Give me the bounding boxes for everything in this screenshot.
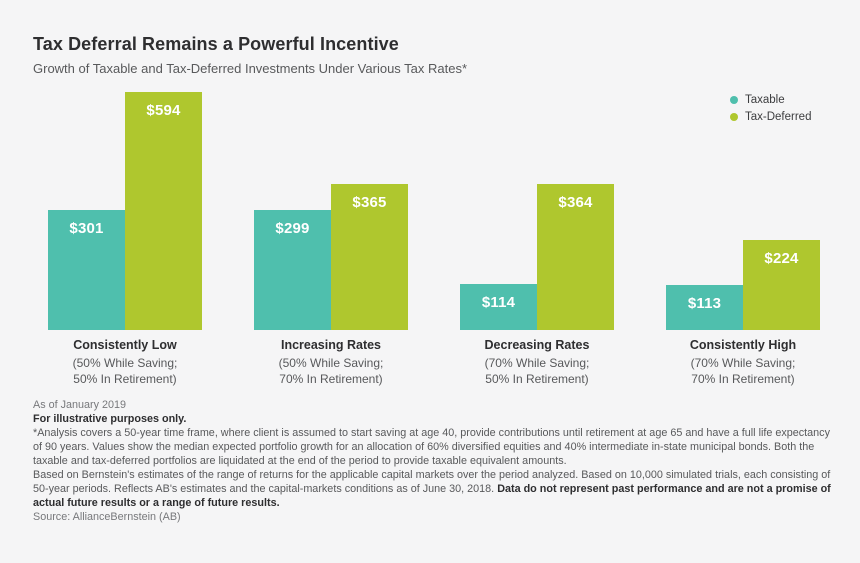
legend-tax-deferred-dot-icon (730, 113, 738, 121)
footnote-illustrative: For illustrative purposes only. (33, 413, 187, 425)
footnote-source: Source: AllianceBernstein (AB) (33, 511, 181, 523)
category-sublabel: 70% In Retirement) (279, 371, 383, 386)
bar-group: $114 $364 Decreasing Rates (70% While Savin… (460, 90, 614, 387)
footnote-analysis: *Analysis covers a 50-year time frame, w… (33, 427, 830, 467)
legend-item-taxable: Taxable (730, 94, 811, 106)
bar-taxable: $299 (254, 210, 331, 330)
category-title: Decreasing Rates (484, 338, 590, 352)
bar-value-label: $224 (764, 250, 799, 268)
bar-pair: $301 $594 (48, 90, 202, 330)
bar-tax-deferred: $365 (331, 184, 408, 330)
bar-pair: $114 $364 (460, 90, 614, 330)
category-sublabel: 70% In Retirement) (691, 371, 795, 386)
bar-groups: $301 $594 Consistently Low (50% While Savin… (48, 90, 820, 387)
bar-value-label: $365 (352, 194, 387, 211)
page-subtitle: Growth of Taxable and Tax-Deferred Inves… (33, 61, 468, 76)
legend-item-tax-deferred: Tax-Deferred (730, 111, 811, 123)
bar-taxable: $114 (460, 284, 537, 330)
category-title: Consistently Low (73, 338, 177, 352)
chart-legend: Taxable Tax-Deferred (730, 94, 811, 128)
bar-chart: $301 $594 Consistently Low (50% While Savin… (48, 90, 820, 387)
bar-value-label: $114 (481, 294, 516, 312)
category-sublabel: (50% While Saving; (278, 356, 384, 370)
bar-pair: $299 $365 (254, 90, 408, 330)
bar-group: $299 $365 Increasing Rates (50% While Savin… (254, 90, 408, 387)
bar-value-label: $113 (687, 294, 722, 312)
category-title: Consistently High (689, 338, 797, 352)
footnote-based-on: Based on Bernstein's estimates of the ra… (33, 468, 835, 510)
category-sublabel: 50% In Retirement) (485, 371, 589, 386)
legend-taxable-dot-icon (730, 96, 738, 104)
bar-value-label: $364 (558, 194, 593, 212)
chart-header: Tax Deferral Remains a Powerful Incentiv… (33, 34, 467, 76)
bar-pair: $113 $224 (666, 90, 820, 330)
category-sublabel: 50% In Retirement) (73, 371, 177, 386)
category-title: Increasing Rates (280, 338, 382, 352)
footnotes: As of January 2019 For illustrative purp… (33, 398, 835, 524)
footnote-based-on-text: Based on Bernstein's estimates of the ra… (33, 469, 831, 495)
bar-value-label: $299 (275, 220, 310, 238)
legend-tax-deferred-label: Tax-Deferred (745, 111, 812, 123)
category-sublabel: (50% While Saving; (72, 356, 178, 370)
bar-taxable: $301 (48, 209, 125, 330)
footnote-as-of: As of January 2019 (33, 399, 127, 411)
category-sublabel: (70% While Saving; (484, 356, 590, 370)
bar-tax-deferred: $364 (537, 184, 614, 330)
category-caption: Increasing Rates (50% While Saving; 70% In… (254, 338, 408, 387)
bar-value-label: $301 (69, 219, 104, 237)
category-caption: Consistently High (70% While Saving; 70% I… (666, 338, 820, 387)
bar-tax-deferred: $594 (125, 92, 202, 330)
bar-taxable: $113 (666, 284, 743, 330)
legend-taxable-label: Taxable (745, 94, 785, 106)
footnote-disclaimer: Data do not represent past performance a… (33, 483, 831, 509)
bar-group: $301 $594 Consistently Low (50% While Savin… (48, 90, 202, 387)
bar-group: $113 $224 Consistently High (70% While Savi… (666, 90, 820, 387)
bar-tax-deferred: $224 (743, 240, 820, 330)
category-sublabel: (70% While Saving; (690, 356, 796, 370)
category-caption: Decreasing Rates (70% While Saving; 50% In… (460, 338, 614, 387)
bar-value-label: $594 (146, 102, 181, 120)
category-caption: Consistently Low (50% While Saving; 50% In… (48, 338, 202, 387)
page-title: Tax Deferral Remains a Powerful Incentiv… (33, 34, 399, 54)
